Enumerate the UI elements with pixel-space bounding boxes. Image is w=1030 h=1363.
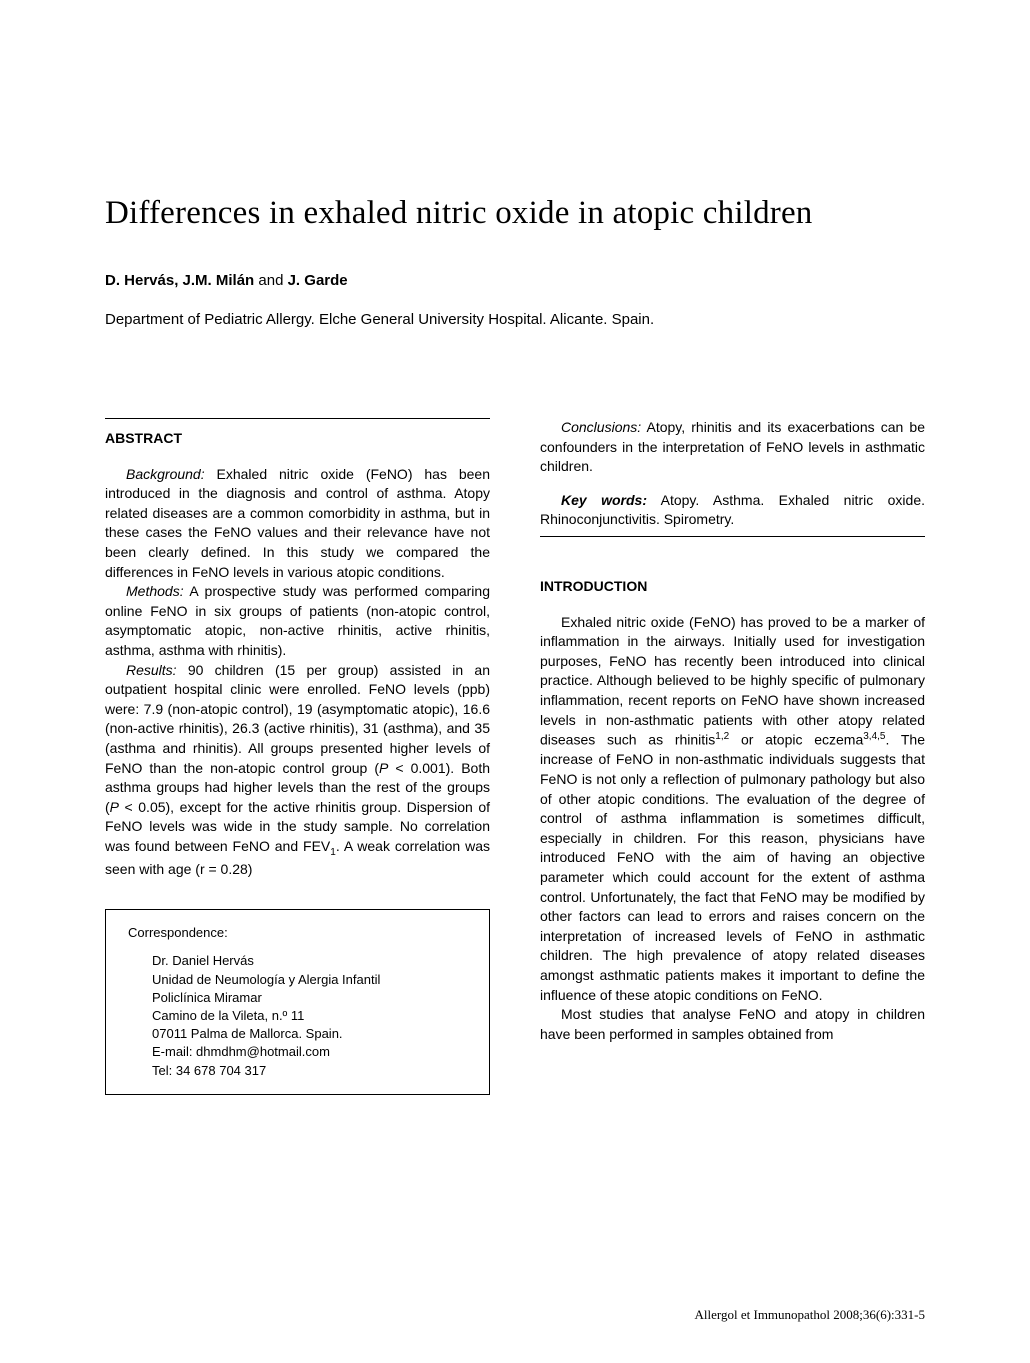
abstract-rule-bottom — [540, 536, 925, 537]
corr-tel: Tel: 34 678 704 317 — [152, 1062, 467, 1080]
results-p1: P — [379, 760, 388, 776]
conclusions-label: Conclusions: — [561, 419, 641, 435]
background-text: Exhaled nitric oxide (FeNO) has been int… — [105, 466, 490, 580]
intro-p1-a: Exhaled nitric oxide (FeNO) has proved t… — [540, 614, 925, 748]
keywords-label: Key words: — [561, 492, 647, 508]
introduction-p2: Most studies that analyse FeNO and atopy… — [540, 1005, 925, 1044]
corr-clinic: Policlínica Miramar — [152, 989, 467, 1007]
corr-unit: Unidad de Neumología y Alergia Infantil — [152, 971, 467, 989]
intro-p1-c: . The increase of FeNO in non-asthmatic … — [540, 732, 925, 1003]
introduction-p1: Exhaled nitric oxide (FeNO) has proved t… — [540, 613, 925, 1006]
correspondence-body: Dr. Daniel Hervás Unidad de Neumología y… — [128, 952, 467, 1079]
abstract-heading: ABSTRACT — [105, 429, 490, 449]
corr-email: E-mail: dhmdhm@hotmail.com — [152, 1043, 467, 1061]
methods-label: Methods: — [126, 583, 184, 599]
results-p2: P — [110, 799, 119, 815]
correspondence-box: Correspondence: Dr. Daniel Hervás Unidad… — [105, 909, 490, 1095]
left-column: ABSTRACT Background: Exhaled nitric oxid… — [105, 418, 490, 1095]
corr-street: Camino de la Vileta, n.º 11 — [152, 1007, 467, 1025]
authors-secondary: J. Garde — [288, 272, 348, 289]
affiliation: Department of Pediatric Allergy. Elche G… — [105, 311, 925, 328]
results-text-1: 90 children (15 per group) assisted in a… — [105, 662, 490, 776]
intro-sup2: 3,4,5 — [863, 731, 885, 742]
journal-footer: Allergol et Immunopathol 2008;36(6):331-… — [695, 1307, 925, 1323]
abstract-background: Background: Exhaled nitric oxide (FeNO) … — [105, 465, 490, 583]
abstract-rule-top — [105, 418, 490, 419]
right-column: Conclusions: Atopy, rhinitis and its exa… — [540, 418, 925, 1095]
corr-city: 07011 Palma de Mallorca. Spain. — [152, 1025, 467, 1043]
abstract-keywords: Key words: Atopy. Asthma. Exhaled nitric… — [540, 491, 925, 530]
results-label: Results: — [126, 662, 177, 678]
introduction-heading: INTRODUCTION — [540, 577, 925, 597]
abstract-conclusions: Conclusions: Atopy, rhinitis and its exa… — [540, 418, 925, 477]
two-column-layout: ABSTRACT Background: Exhaled nitric oxid… — [105, 418, 925, 1095]
authors-primary: D. Hervás, J.M. Milán — [105, 272, 254, 289]
background-label: Background: — [126, 466, 205, 482]
corr-name: Dr. Daniel Hervás — [152, 952, 467, 970]
authors-line: D. Hervás, J.M. Milán and J. Garde — [105, 272, 925, 289]
correspondence-title: Correspondence: — [128, 924, 467, 942]
article-title: Differences in exhaled nitric oxide in a… — [105, 195, 925, 232]
authors-and: and — [254, 272, 287, 289]
intro-sup1: 1,2 — [715, 731, 729, 742]
abstract-methods: Methods: A prospective study was perform… — [105, 582, 490, 660]
intro-p1-b: or atopic eczema — [729, 732, 863, 748]
abstract-results: Results: 90 children (15 per group) assi… — [105, 661, 490, 880]
